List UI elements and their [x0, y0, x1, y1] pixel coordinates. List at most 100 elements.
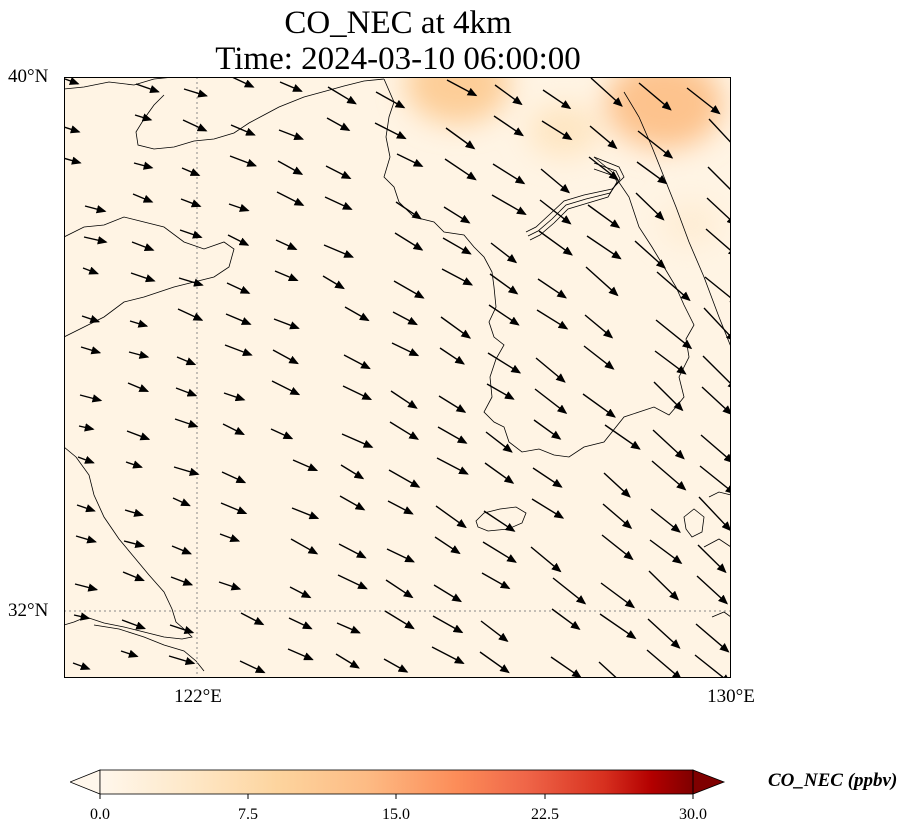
wind-vector-117	[78, 423, 95, 432]
wind-vector-1	[135, 83, 160, 94]
wind-vector-161	[338, 543, 367, 559]
wind-vector-26	[64, 156, 82, 165]
colorbar-tick-7.5: 7.5	[238, 806, 258, 823]
wind-vector-120	[222, 423, 245, 436]
wind-vector-168	[697, 544, 727, 574]
wind-vector-44	[324, 196, 353, 210]
wind-vector-40	[132, 193, 154, 203]
lat-tick-32: 32°N	[8, 600, 49, 621]
wind-vector-37	[636, 161, 668, 185]
wind-vector-23	[589, 125, 618, 150]
coastline-east-sea	[623, 91, 731, 348]
wind-vector-173	[289, 586, 312, 599]
wind-vector-145	[172, 497, 191, 507]
wind-vector-78	[81, 315, 101, 323]
concentration-hotspot-0	[405, 77, 510, 124]
wind-vector-121	[270, 428, 294, 440]
wind-vector-170	[122, 571, 145, 582]
wind-vector-186	[288, 617, 313, 630]
wind-vector-193	[647, 618, 681, 649]
wind-vector-38	[707, 166, 731, 191]
wind-vector-148	[339, 495, 366, 511]
wind-vector-129	[700, 434, 731, 464]
wind-vector-30	[277, 160, 304, 175]
wind-vector-137	[436, 457, 469, 475]
wind-vector-68	[226, 282, 251, 294]
wind-vector-53	[131, 241, 155, 252]
wind-vector-204	[550, 656, 582, 678]
concentration-hotspot-3	[661, 202, 721, 246]
wind-vector-124	[437, 426, 468, 444]
wind-vector-126	[533, 419, 562, 440]
wind-vector-144	[124, 508, 144, 517]
wind-vector-203	[479, 651, 510, 674]
wind-vector-140	[603, 472, 631, 498]
wind-vector-12	[686, 87, 721, 115]
wind-vector-13	[64, 125, 81, 134]
wind-vector-9	[542, 89, 572, 110]
wind-vector-87	[536, 309, 569, 330]
wind-vector-0	[64, 77, 80, 85]
wind-vector-143	[76, 504, 96, 513]
wind-vector-167	[649, 539, 683, 565]
wind-vector-28	[181, 167, 201, 176]
wind-vector-175	[385, 579, 414, 599]
wind-vector-5	[327, 86, 357, 105]
wind-vector-29	[229, 155, 258, 167]
lon-tick-130: 130°E	[707, 686, 755, 707]
colorbar	[70, 769, 726, 799]
wind-vector-54	[179, 229, 203, 239]
wind-vector-77	[704, 276, 731, 305]
wind-vector-136	[388, 469, 421, 488]
wind-vector-49	[587, 204, 621, 229]
wind-vector-179	[600, 582, 636, 609]
wind-vector-11	[638, 82, 672, 111]
wind-vector-142	[699, 465, 731, 495]
jeju-island	[475, 506, 527, 532]
wind-vector-20	[445, 127, 476, 150]
wind-vector-158	[171, 545, 192, 555]
wind-vector-150	[435, 505, 467, 529]
coastline-liaodong	[64, 77, 385, 150]
wind-vector-39	[84, 205, 107, 214]
wind-vector-133	[221, 471, 247, 484]
wind-vector-151	[483, 510, 516, 532]
wind-vector-59	[442, 237, 472, 255]
wind-vector-108	[271, 380, 301, 396]
border-yalu	[525, 156, 625, 233]
wind-vector-73	[489, 273, 519, 295]
wind-vector-10	[590, 77, 623, 107]
wind-vector-154	[650, 508, 681, 533]
chart-title-line2: Time: 2024-03-10 06:00:00	[215, 41, 581, 77]
wind-vector-190	[480, 620, 509, 643]
wind-vector-80	[177, 308, 204, 321]
wind-vector-67	[178, 277, 204, 287]
wind-vector-35	[540, 168, 571, 194]
wind-vector-93	[176, 356, 197, 366]
map-frame	[64, 77, 731, 678]
wind-vector-138	[484, 462, 515, 484]
wind-vector-135	[340, 464, 365, 480]
wind-vector-46	[443, 206, 471, 224]
wind-vector-47	[491, 194, 527, 215]
wind-vector-134	[292, 459, 319, 472]
wind-vector-84	[392, 311, 418, 326]
wind-vector-191	[551, 608, 581, 631]
wind-vector-123	[389, 421, 419, 440]
colorbar-tick-0: 0.0	[90, 806, 110, 823]
wind-vector-125	[485, 431, 513, 453]
colorbar-label: CO_NEC (ppbv)	[768, 770, 898, 791]
wind-vector-7	[446, 79, 478, 97]
wind-vector-43	[276, 191, 305, 206]
wind-vector-128	[652, 429, 685, 460]
wind-vector-90	[703, 307, 731, 342]
wind-vector-116	[701, 386, 731, 416]
wind-vector-64	[705, 228, 731, 257]
wind-vector-162	[386, 548, 415, 563]
wind-vector-19	[374, 122, 407, 140]
wind-vector-127	[604, 424, 641, 450]
wind-vector-172	[218, 581, 242, 591]
wind-vector-106	[175, 387, 198, 397]
wind-vector-169	[74, 583, 99, 592]
wind-vector-174	[337, 574, 368, 590]
